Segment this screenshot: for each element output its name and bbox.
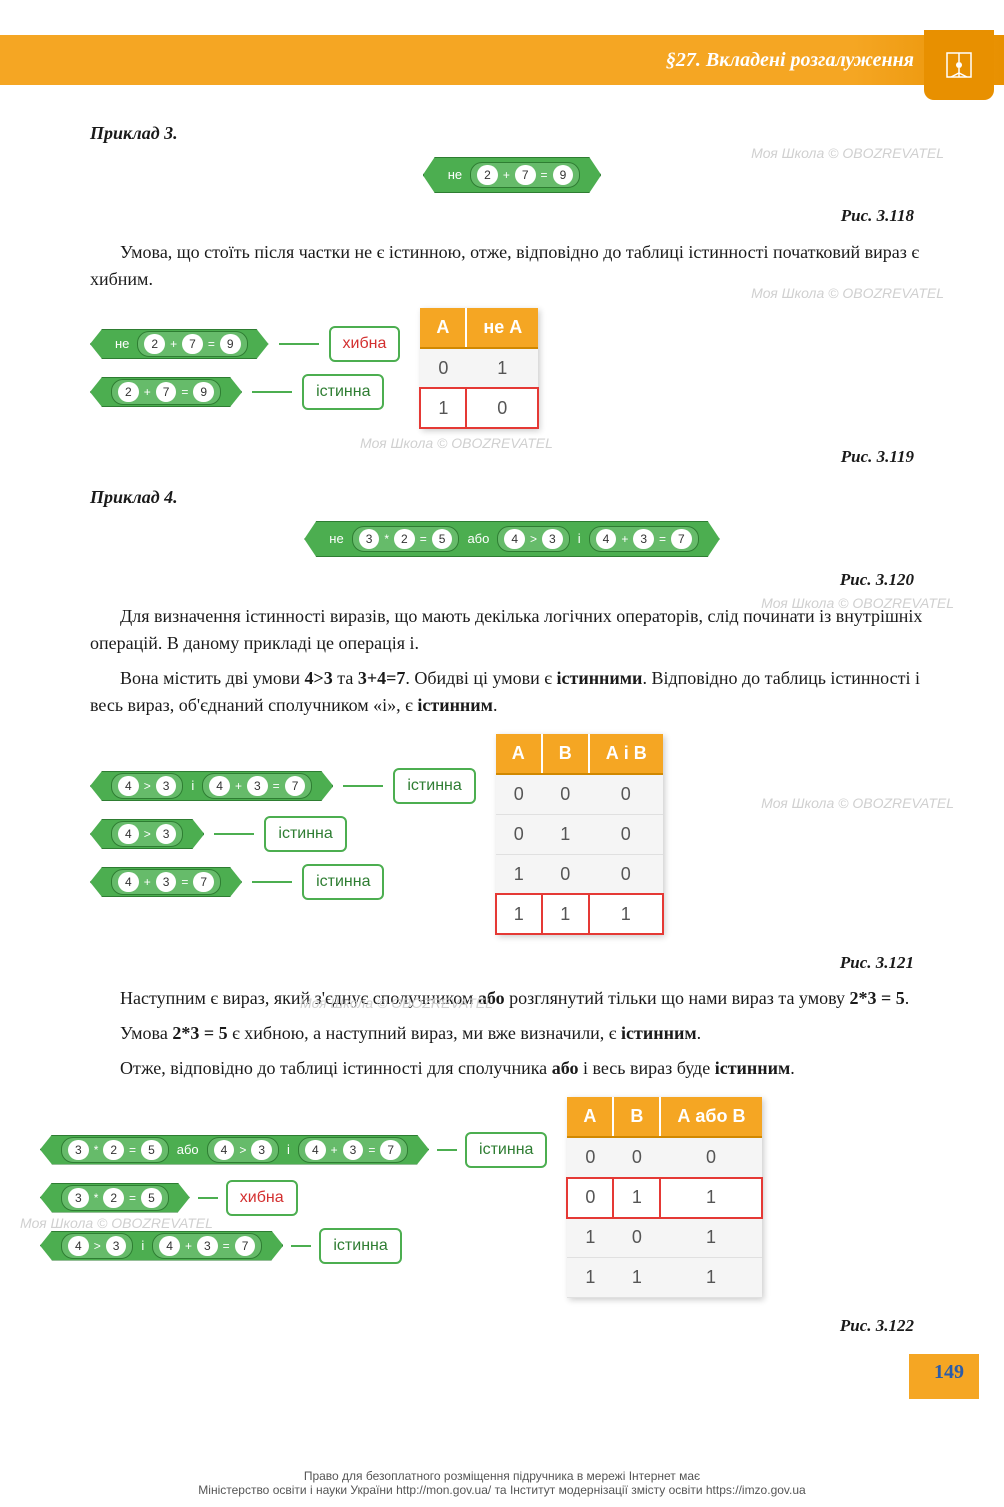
para-after-121-3: Отже, відповідно до таблиці істинності д… xyxy=(90,1055,934,1082)
fig-119-diagram: не 2 + 7 = 9 хибна 2 + 7 = 9 xyxy=(90,308,934,429)
fig-caption-122: Рис. 3.122 xyxy=(90,1313,914,1339)
label-true: істинна xyxy=(465,1132,547,1168)
fig-caption-120: Рис. 3.120 xyxy=(90,567,914,593)
connector-line xyxy=(252,391,292,393)
label-true: істинна xyxy=(319,1228,401,1264)
table-row: 000 xyxy=(496,774,663,815)
connector-line xyxy=(279,343,319,345)
label-true: істинна xyxy=(302,374,384,410)
fig-122-diagram: 3*2=5 або 4>3 і 4+3=7 істинна 3*2=5 хибн… xyxy=(40,1097,934,1298)
table-row: 100 xyxy=(496,854,663,894)
footer: Право для безоплатного розміщення підруч… xyxy=(0,1459,1004,1507)
scratch-block-cond: 4>3 xyxy=(90,819,204,849)
scratch-block-expr: 2 + 7 = 9 xyxy=(90,377,242,407)
scratch-block-compound: не 3 * 2 = 5 або 4 > 3 і 4 + 3 = 7 xyxy=(304,521,719,557)
truth-table-not: А не А 0 1 1 0 xyxy=(420,308,538,429)
example-3-title: Приклад 3. xyxy=(90,120,934,147)
connector-line xyxy=(343,785,383,787)
table-row: 0 1 xyxy=(420,348,538,389)
connector-line xyxy=(252,881,292,883)
scratch-block-and-sub: 4>3 і 4+3=7 xyxy=(40,1231,283,1261)
connector-line xyxy=(198,1197,218,1199)
scratch-block-not-expr: не 2 + 7 = 9 xyxy=(90,329,269,359)
section-header: §27. Вкладені розгалуження xyxy=(0,35,1004,85)
table-row: 010 xyxy=(496,814,663,854)
table-row-highlight: 1 0 xyxy=(420,388,538,428)
section-title: §27. Вкладені розгалуження xyxy=(666,49,914,72)
label-true: істинна xyxy=(302,864,384,900)
example-4-title: Приклад 4. xyxy=(90,484,934,511)
label-true: істинна xyxy=(264,816,346,852)
table-row-highlight: 011 xyxy=(567,1178,761,1218)
fig-caption-121: Рис. 3.121 xyxy=(90,950,914,976)
connector-line xyxy=(291,1245,311,1247)
fig-121-diagram: 4>3 і 4+3=7 істинна 4>3 істинна 4+3=7 іс… xyxy=(90,734,934,935)
example4-para2: Вона містить дві умови 4>3 та 3+4=7. Оби… xyxy=(90,665,934,719)
connector-line xyxy=(437,1149,457,1151)
connector-line xyxy=(214,833,254,835)
truth-table-or: А В А або В 000 011 101 111 xyxy=(567,1097,761,1298)
chapter-icon xyxy=(924,30,994,100)
table-row: 111 xyxy=(567,1258,761,1298)
example3-text: Умова, що стоїть після частки не є істин… xyxy=(90,239,934,293)
table-row: 000 xyxy=(567,1137,761,1178)
table-row: 101 xyxy=(567,1218,761,1258)
scratch-block-and-expr: 4>3 і 4+3=7 xyxy=(90,771,333,801)
fig-caption-118: Рис. 3.118 xyxy=(90,203,914,229)
scratch-block-cond: 4+3=7 xyxy=(90,867,242,897)
example4-para1: Для визначення істинності виразів, що ма… xyxy=(90,603,934,657)
label-false: хибна xyxy=(226,1180,298,1216)
scratch-block-or-full: 3*2=5 або 4>3 і 4+3=7 xyxy=(40,1135,429,1165)
truth-table-and: А В А і В 000 010 100 111 xyxy=(496,734,663,935)
para-after-121-2: Умова 2*3 = 5 є хибною, а наступний вира… xyxy=(90,1020,934,1047)
scratch-block-cond: 3*2=5 xyxy=(40,1183,190,1213)
para-after-121-1: Наступним є вираз, який з'єднує сполучни… xyxy=(90,985,934,1012)
scratch-block-not: не 2 + 7 = 9 xyxy=(423,157,602,193)
page-number: 149 xyxy=(934,1361,964,1384)
fig-caption-119: Рис. 3.119 xyxy=(90,444,914,470)
label-true: істинна xyxy=(393,768,475,804)
table-row-highlight: 111 xyxy=(496,894,663,934)
label-false: хибна xyxy=(329,326,401,362)
